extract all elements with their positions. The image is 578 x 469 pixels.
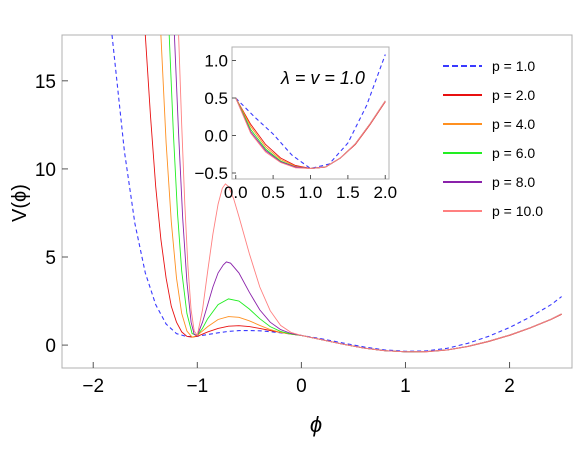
inset-x-tick-label: 1.0: [299, 183, 323, 202]
series-line-1: [111, 34, 562, 352]
inset-chart: 0.0 0.5 1.0 1.5 2.0−0.50.00.51.0 λ = v = 1.0: [194, 46, 397, 203]
inset-ticks: 0.0 0.5 1.0 1.5 2.0−0.50.00.51.0: [194, 52, 397, 203]
inset-frame: [231, 46, 390, 180]
y-tick-label: 10: [35, 160, 56, 181]
y-tick-label: 5: [45, 248, 56, 269]
inset-y-tick-label: 1.0: [204, 52, 228, 71]
inset-series-line-6: [235, 97, 386, 169]
legend-entry: p = 2.0: [443, 87, 535, 103]
legend-entry: p = 10.0: [443, 203, 543, 219]
inset-curves: [235, 54, 386, 170]
legend-entry: p = 8.0: [443, 174, 535, 190]
main-ticks: −2 −1 0 1 2 0 5 10 15: [35, 72, 515, 397]
x-tick-label: 1: [400, 376, 411, 397]
legend-entry: p = 1.0: [443, 58, 535, 74]
inset-y-tick-label: 0.5: [204, 89, 228, 108]
inset-annotation: λ = v = 1.0: [280, 68, 365, 88]
legend-label: p = 8.0: [492, 174, 535, 190]
series-line-6: [178, 34, 562, 353]
legend-label: p = 4.0: [492, 116, 535, 132]
inset-x-tick-label: 0.5: [261, 183, 285, 202]
x-tick-label: −1: [186, 376, 208, 397]
inset-y-tick-label: −0.5: [194, 164, 228, 183]
inset-x-tick-label: 2.0: [373, 183, 397, 202]
legend: p = 1.0 p = 2.0 p = 4.0 p = 6.0 p = 8.0 p = 1…: [443, 58, 543, 219]
legend-label: p = 10.0: [492, 203, 543, 219]
inset-x-tick-label: 0.0: [224, 183, 248, 202]
legend-label: p = 2.0: [492, 87, 535, 103]
inset-series-line-1: [235, 54, 386, 170]
legend-label: p = 1.0: [492, 58, 535, 74]
legend-entry: p = 4.0: [443, 116, 535, 132]
x-tick-label: −2: [82, 376, 104, 397]
legend-entry: p = 6.0: [443, 145, 535, 161]
y-axis-label: V(ϕ): [9, 184, 31, 222]
inset-x-tick-label: 1.5: [336, 183, 360, 202]
plot-frame: [61, 34, 573, 369]
legend-label: p = 6.0: [492, 145, 535, 161]
x-axis-label: ϕ: [310, 412, 322, 437]
y-tick-label: 0: [45, 336, 56, 357]
x-tick-label: 0: [296, 376, 307, 397]
main-curves: [111, 34, 562, 353]
x-tick-label: 2: [504, 376, 515, 397]
y-tick-label: 15: [35, 72, 56, 93]
inset-y-tick-label: 0.0: [204, 127, 228, 146]
